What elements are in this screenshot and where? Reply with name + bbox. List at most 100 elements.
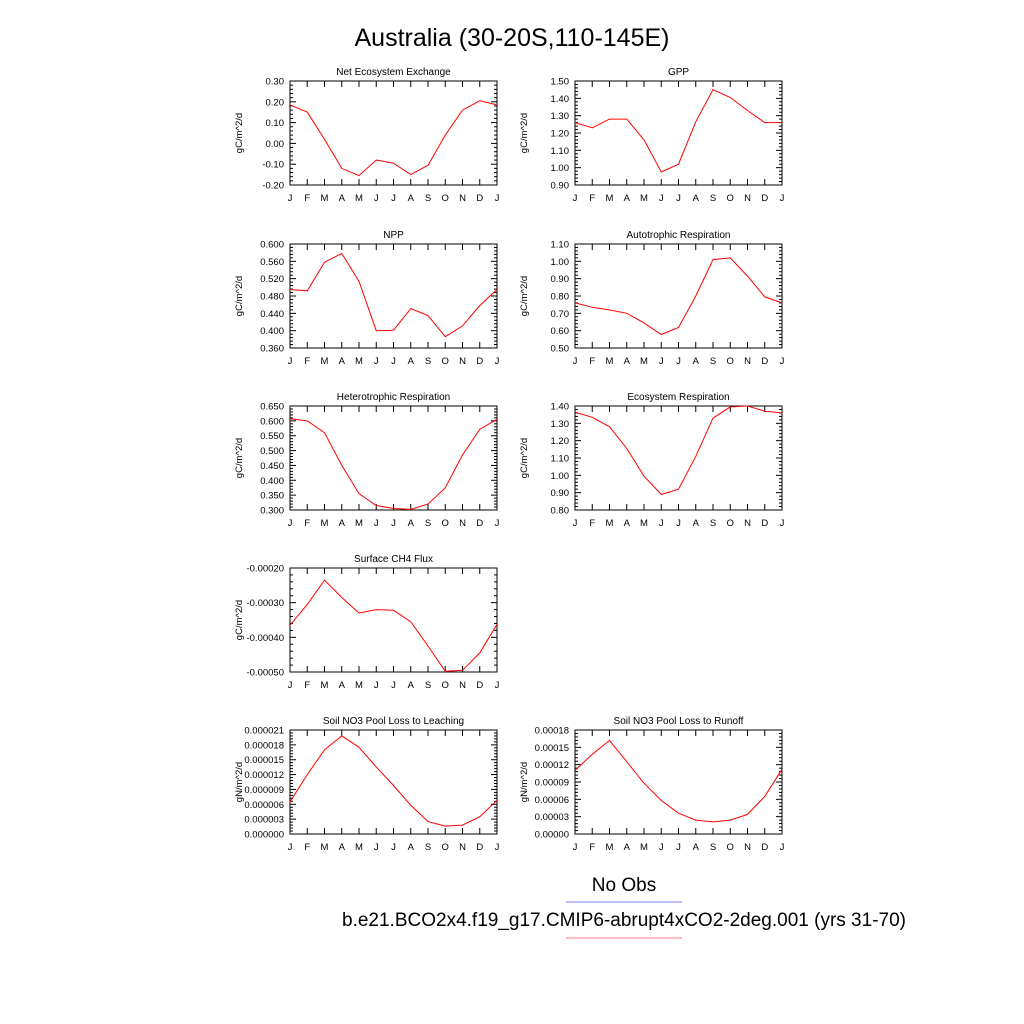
x-tick-label: S [425, 680, 431, 691]
x-tick-label: A [408, 842, 415, 853]
x-tick-label: F [589, 193, 595, 204]
y-tick-label: 0.000012 [244, 770, 284, 781]
x-tick-label: J [391, 518, 396, 529]
x-tick-label: D [761, 842, 768, 853]
plot-frame [574, 243, 783, 349]
x-tick-label: N [744, 356, 751, 367]
y-tick-label: 0.300 [260, 506, 284, 517]
y-tick-label: 0.450 [260, 461, 284, 472]
x-tick-label: S [425, 193, 431, 204]
x-tick-label: O [442, 842, 449, 853]
y-tick-label: 0.350 [260, 491, 284, 502]
chart-panel: Autotrophic Respiration gC/m^2/d 1.10 1.00 0… [519, 230, 785, 367]
x-tick-label: S [425, 842, 431, 853]
y-tick-label: 0.400 [260, 476, 284, 487]
panel-title: Net Ecosystem Exchange [336, 67, 451, 78]
x-tick-label: M [321, 680, 329, 691]
y-tick-label: 0.00 [266, 139, 285, 150]
y-tick-label: -0.00040 [246, 633, 284, 644]
series-line [574, 89, 782, 173]
x-tick-label: J [288, 193, 293, 204]
x-tick-label: D [476, 193, 483, 204]
y-tick-label: 1.10 [551, 454, 570, 465]
x-tick-label: J [288, 356, 293, 367]
x-tick-label: A [339, 356, 346, 367]
y-tick-label: -0.00050 [246, 668, 284, 679]
y-tick-label: 0.440 [260, 309, 284, 320]
y-tick-label: 0.80 [551, 506, 570, 517]
chart-panel: Net Ecosystem Exchange gC/m^2/d 0.30 0.20 0.… [234, 67, 500, 204]
y-tick-label: 0.20 [266, 97, 285, 108]
x-tick-label: J [573, 518, 578, 529]
x-tick-label: S [425, 356, 431, 367]
y-tick-label: 0.000009 [244, 785, 284, 796]
x-tick-label: M [606, 356, 614, 367]
panel-title: Heterotrophic Respiration [337, 392, 450, 403]
x-tick-label: J [659, 193, 664, 204]
x-tick-label: J [780, 518, 785, 529]
x-tick-label: J [391, 356, 396, 367]
y-tick-label: 0.00018 [535, 726, 569, 737]
y-tick-label: 0.80 [551, 292, 570, 303]
x-tick-label: D [476, 680, 483, 691]
y-tick-label: 1.00 [551, 163, 570, 174]
figure-title: Australia (30-20S,110-145E) [355, 24, 670, 52]
x-tick-label: M [640, 356, 648, 367]
x-tick-label: F [304, 356, 310, 367]
chart-panel: GPPgC/m^2/d1.501.401.301.201.101.000.90J… [519, 67, 785, 204]
x-tick-label: F [589, 356, 595, 367]
x-tick-label: J [676, 193, 681, 204]
y-tick-label: -0.20 [262, 181, 284, 192]
x-tick-label: D [476, 356, 483, 367]
x-tick-label: M [355, 356, 363, 367]
x-tick-label: N [459, 842, 466, 853]
y-tick-label: 0.00012 [535, 760, 569, 771]
x-tick-label: J [676, 518, 681, 529]
x-tick-label: J [676, 842, 681, 853]
x-tick-label: O [442, 680, 449, 691]
series-line [289, 418, 498, 510]
plot-frame [289, 243, 498, 349]
x-tick-label: O [727, 356, 734, 367]
y-tick-label: 0.10 [266, 118, 285, 129]
chart-panel: Surface CH4 Flux gC/m^2/d -0.00020 -0.00030… [234, 554, 500, 691]
y-tick-label: 0.50 [551, 344, 570, 355]
y-tick-label: 0.70 [551, 309, 570, 320]
x-tick-label: A [339, 193, 346, 204]
series-line [289, 252, 498, 338]
x-tick-label: A [624, 356, 631, 367]
x-tick-label: J [495, 518, 500, 529]
y-tick-label: 1.40 [551, 402, 570, 413]
plot-frame [574, 729, 783, 835]
y-tick-label: 0.00015 [535, 743, 569, 754]
x-tick-label: M [321, 356, 329, 367]
x-tick-label: D [761, 518, 768, 529]
y-tick-label: 0.00003 [535, 812, 569, 823]
x-tick-label: A [693, 193, 700, 204]
legend-obs-label: No Obs [592, 875, 656, 896]
y-tick-label: 0.000021 [244, 726, 284, 737]
x-tick-label: J [573, 356, 578, 367]
plot-frame [289, 405, 498, 511]
x-tick-label: J [659, 356, 664, 367]
x-tick-label: J [288, 680, 293, 691]
x-tick-label: J [495, 842, 500, 853]
x-tick-label: M [355, 193, 363, 204]
y-axis-label: gC/m^2/d [234, 600, 245, 640]
series-line [574, 405, 783, 495]
x-tick-label: J [374, 193, 379, 204]
series-line [574, 739, 783, 823]
x-tick-label: J [780, 356, 785, 367]
x-tick-label: A [339, 842, 346, 853]
x-tick-label: S [710, 356, 716, 367]
y-tick-label: 0.000006 [244, 800, 284, 811]
x-tick-label: F [589, 518, 595, 529]
x-tick-label: D [476, 842, 483, 853]
x-tick-label: M [606, 842, 614, 853]
x-tick-label: J [676, 356, 681, 367]
y-tick-label: 1.20 [551, 436, 570, 447]
x-tick-label: D [761, 193, 768, 204]
x-tick-label: F [304, 680, 310, 691]
y-tick-label: 0.500 [260, 446, 284, 457]
y-tick-label: 1.10 [551, 240, 570, 251]
